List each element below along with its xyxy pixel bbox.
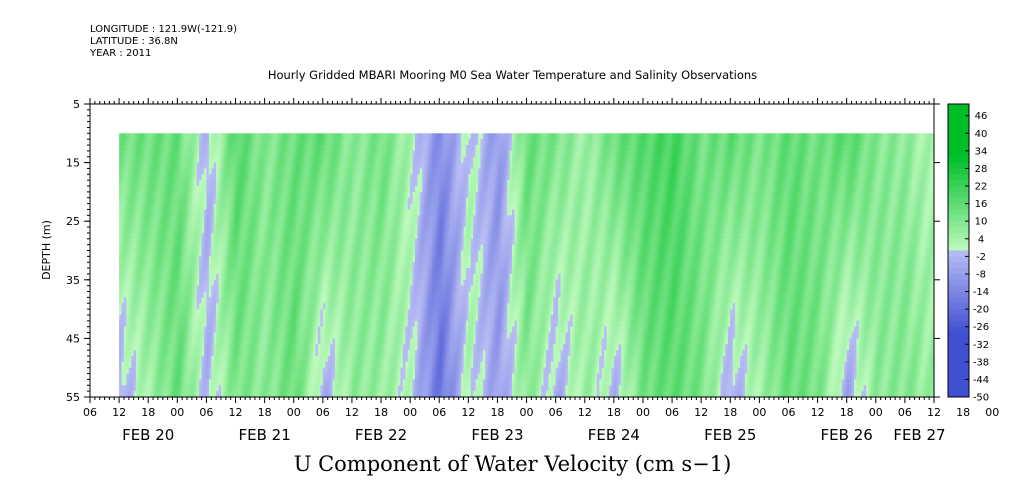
heatmap-cells xyxy=(119,133,935,397)
